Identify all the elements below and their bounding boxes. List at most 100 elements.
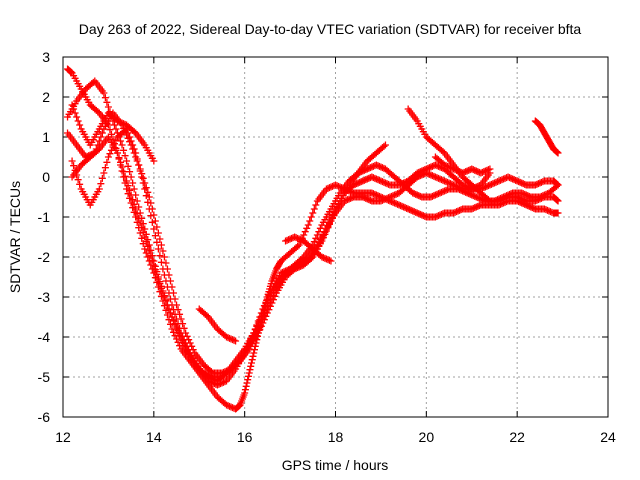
data-point [410,208,418,216]
data-point [183,332,191,340]
data-point [546,208,554,216]
data-point [442,162,450,170]
data-point [121,128,129,136]
data-point [243,379,251,387]
data-point [553,148,561,156]
data-point [425,164,433,172]
x-tick-label: 22 [509,429,525,445]
data-point [203,312,211,320]
data-point [133,157,141,165]
data-point [401,204,409,212]
data-point [377,197,385,205]
data-point [472,167,480,175]
data-point [333,182,341,190]
data-point [533,196,541,204]
data-point [150,269,158,277]
data-point [474,168,482,176]
data-point [136,165,144,173]
data-point [553,196,561,204]
data-point [130,128,138,136]
data-point [292,262,300,270]
data-point [254,319,262,327]
data-point [154,283,162,291]
data-point [256,316,264,324]
data-point [389,192,397,200]
data-point [103,158,111,166]
data-point [289,264,297,272]
data-point [427,163,435,171]
data-point [124,190,132,198]
data-point [263,299,271,307]
series-track-11 [531,117,562,157]
series-track-1 [64,65,562,413]
data-point [76,121,84,129]
data-point [136,229,144,237]
data-point [250,329,258,337]
data-point [207,368,215,376]
data-point [398,202,406,210]
data-point [294,234,302,242]
data-point [101,94,109,102]
data-point [471,204,479,212]
data-point [419,212,427,220]
data-point [418,171,426,179]
data-point [129,145,137,153]
data-point [442,178,450,186]
data-point [431,191,439,199]
data-point [554,149,562,157]
data-point [437,188,445,196]
data-point [495,197,503,205]
data-point [145,241,153,249]
data-point [366,196,374,204]
data-point [374,176,382,184]
data-point [475,202,483,210]
data-point [453,182,461,190]
data-point [395,181,403,189]
data-point [371,174,379,182]
y-axis-title: SDTVAR / TECUs [7,181,23,293]
data-point [303,224,311,232]
data-point [341,197,349,205]
data-point [469,166,477,174]
data-point [431,213,439,221]
data-point [533,180,541,188]
data-point [428,172,436,180]
data-point [481,167,489,175]
data-point [177,333,185,341]
data-point [179,336,187,344]
data-point [250,349,258,357]
data-point [415,192,423,200]
data-point [372,191,380,199]
data-point [354,179,362,187]
data-point [503,194,511,202]
x-tick-label: 20 [419,429,435,445]
data-point [109,135,117,143]
data-point [439,188,447,196]
data-point [372,175,380,183]
data-point [383,194,391,202]
data-point [450,209,458,217]
data-point [185,336,193,344]
x-tick-label: 12 [55,429,71,445]
data-point [433,212,441,220]
data-point [126,186,134,194]
data-point [248,356,256,364]
data-point [335,182,343,190]
data-point [378,164,386,172]
data-point [138,224,146,232]
data-point [451,182,459,190]
data-point [120,146,128,154]
data-point [537,178,545,186]
data-point [380,196,388,204]
data-point [407,206,415,214]
data-point [315,228,323,236]
data-point [98,129,106,137]
data-point [139,220,147,228]
data-point [448,180,456,188]
data-point [528,204,536,212]
y-tick-label: 0 [42,169,50,185]
data-point [418,211,426,219]
data-point [480,168,488,176]
data-point [188,342,196,350]
data-point [130,200,138,208]
